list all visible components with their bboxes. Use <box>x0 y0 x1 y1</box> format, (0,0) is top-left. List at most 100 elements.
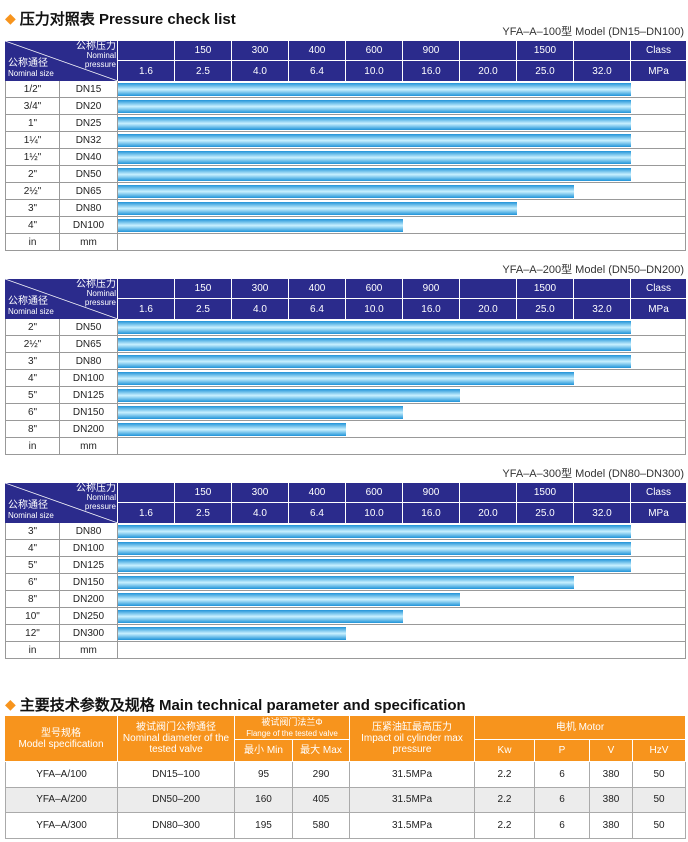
class-cell: 600 <box>346 483 403 503</box>
mpa-cell: 10.0 <box>346 503 403 523</box>
dn-cell: DN150 <box>60 404 118 421</box>
dn-cell: DN65 <box>60 183 118 200</box>
model-title: YFA–A–200型 Model (DN50–DN200) <box>502 264 684 276</box>
dn-cell: DN100 <box>60 540 118 557</box>
mpa-cell: 6.4 <box>289 299 346 319</box>
dn-cell: DN200 <box>60 421 118 438</box>
class-cell: 300 <box>232 483 289 503</box>
pressure-bar <box>118 185 574 198</box>
flange-header: 被试阀门法兰Φ Flange of the tested valve <box>235 716 350 740</box>
class-label: Class <box>631 483 686 503</box>
inch-cell: 3" <box>5 523 60 540</box>
unit-mm: mm <box>60 234 118 251</box>
unit-blank <box>118 234 686 251</box>
unit-mm: mm <box>60 642 118 659</box>
inch-cell: 10" <box>5 608 60 625</box>
motor-sub: Kw <box>475 740 535 762</box>
pressure-zh: 公称压力 <box>76 41 116 52</box>
inch-cell: 5" <box>5 387 60 404</box>
dn-cell: DN150 <box>60 574 118 591</box>
pressure-bar <box>118 372 574 385</box>
pressure-label: 公称压力 Nominal pressure <box>60 484 116 512</box>
unit-blank <box>118 642 686 659</box>
mpa-label: MPa <box>631 299 686 319</box>
bar-cell <box>118 217 686 234</box>
dn-cell: DN50 <box>60 319 118 336</box>
pressure-bar <box>118 610 403 623</box>
section-title: ◆ 主要技术参数及规格 Main technical parameter and … <box>5 694 605 714</box>
header-corner: 公称压力 Nominal pressure 公称通径 Nominal size <box>5 41 118 81</box>
size-zh: 公称通径 <box>8 500 48 511</box>
dn-cell: DN32 <box>60 132 118 149</box>
bar-cell <box>118 353 686 370</box>
model-title: YFA–A–300型 Model (DN80–DN300) <box>502 468 684 480</box>
class-cell <box>460 483 517 503</box>
bar-cell <box>118 625 686 642</box>
spec-cell: 2.2 <box>475 762 535 788</box>
dn-cell: DN40 <box>60 149 118 166</box>
dn-cell: DN80 <box>60 200 118 217</box>
inch-cell: 4" <box>5 540 60 557</box>
inch-cell: 8" <box>5 591 60 608</box>
mpa-cell: 16.0 <box>403 503 460 523</box>
mpa-cell: 32.0 <box>574 299 631 319</box>
dn-cell: DN200 <box>60 591 118 608</box>
inch-cell: 8" <box>5 421 60 438</box>
mpa-cell: 1.6 <box>118 503 175 523</box>
class-cell: 1500 <box>517 41 574 61</box>
spec-cell: 50 <box>633 787 686 813</box>
mpa-cell: 25.0 <box>517 61 574 81</box>
class-cell: 150 <box>175 279 232 299</box>
header-corner: 公称压力 Nominal pressure 公称通径 Nominal size <box>5 279 118 319</box>
class-cell: 150 <box>175 41 232 61</box>
size-en: Nominal size <box>8 511 54 520</box>
dn-cell: DN100 <box>60 217 118 234</box>
spec-cell: 31.5MPa <box>350 762 475 788</box>
inch-cell: 2" <box>5 166 60 183</box>
class-cell: 900 <box>403 41 460 61</box>
inch-cell: 5" <box>5 557 60 574</box>
spec-cell: 50 <box>633 813 686 839</box>
class-cell: 900 <box>403 279 460 299</box>
pressure-label: 公称压力 Nominal pressure <box>60 41 116 70</box>
size-en: Nominal size <box>8 307 54 316</box>
mpa-cell: 10.0 <box>346 61 403 81</box>
pressure-en: Nominal pressure <box>84 51 116 69</box>
dn-cell: DN100 <box>60 370 118 387</box>
pressure-bar <box>118 100 631 113</box>
pressure-bar <box>118 219 403 232</box>
spec-cell: YFA–A/100 <box>5 762 118 788</box>
inch-cell: 12" <box>5 625 60 642</box>
model-header: 型号规格 Model specification <box>5 716 118 762</box>
bar-cell <box>118 115 686 132</box>
pressure-bar <box>118 168 631 181</box>
class-cell: 900 <box>403 483 460 503</box>
mpa-cell: 2.5 <box>175 299 232 319</box>
pressure-bar <box>118 117 631 130</box>
bar-cell <box>118 540 686 557</box>
mpa-cell: 25.0 <box>517 503 574 523</box>
dn-cell: DN25 <box>60 115 118 132</box>
inch-cell: 6" <box>5 404 60 421</box>
model-header-en: Model specification <box>18 738 104 750</box>
pressure-label: 公称压力 Nominal pressure <box>60 280 116 308</box>
motor-sub: HzV <box>633 740 686 762</box>
spec-cell: 31.5MPa <box>350 787 475 813</box>
mpa-cell: 4.0 <box>232 503 289 523</box>
pressure-header: 压紧油缸最高压力 Impact oil cylinder max pressure <box>350 716 475 762</box>
bar-cell <box>118 81 686 98</box>
class-cell: 600 <box>346 41 403 61</box>
pressure-bar <box>118 525 631 538</box>
bar-cell <box>118 574 686 591</box>
bar-cell <box>118 183 686 200</box>
model-header-zh: 型号规格 <box>41 727 81 739</box>
mpa-cell: 32.0 <box>574 61 631 81</box>
mpa-cell: 1.6 <box>118 61 175 81</box>
pressure-bar <box>118 338 631 351</box>
class-cell: 300 <box>232 41 289 61</box>
mpa-cell: 32.0 <box>574 503 631 523</box>
spec-cell: 290 <box>293 762 350 788</box>
class-cell: 600 <box>346 279 403 299</box>
class-cell <box>574 483 631 503</box>
pressure-bar <box>118 389 460 402</box>
